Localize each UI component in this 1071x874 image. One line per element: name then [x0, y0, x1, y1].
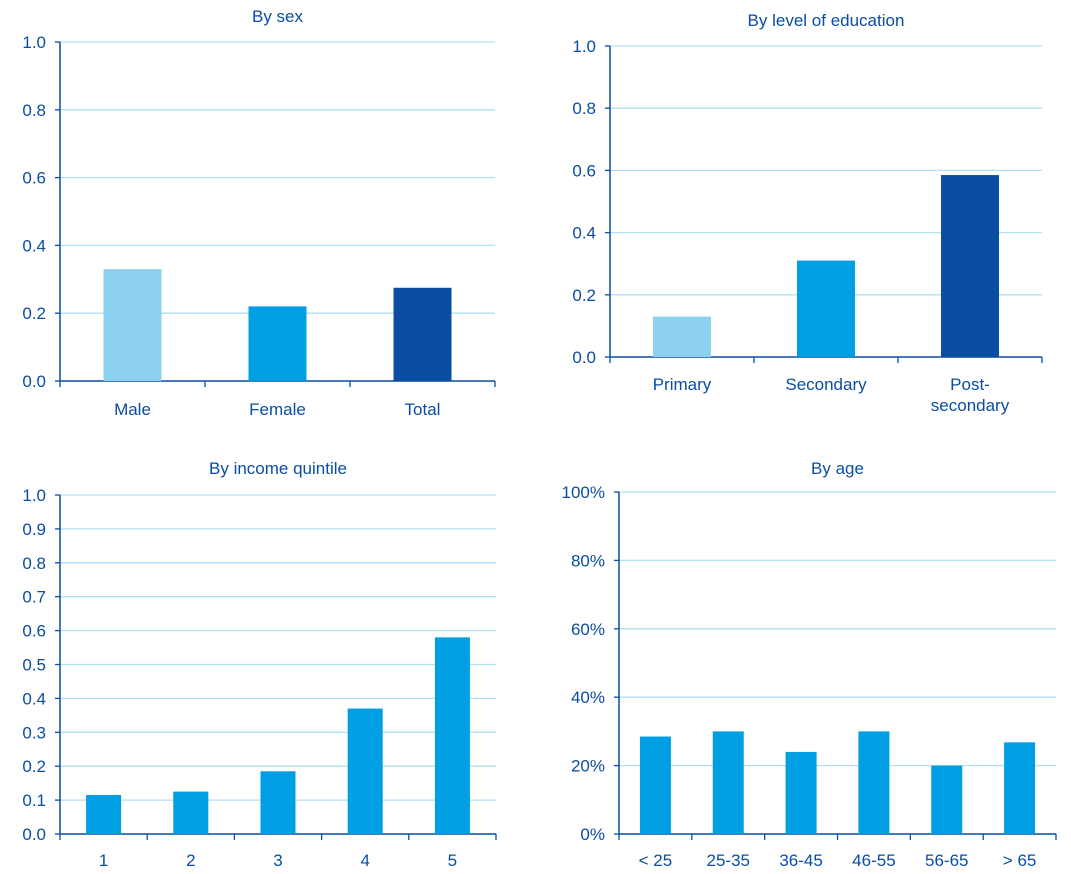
x-tick-label: Male [114, 400, 151, 419]
bar [712, 731, 744, 834]
y-tick-label: 0.2 [22, 304, 46, 323]
y-tick-label: 0.8 [572, 99, 596, 118]
bar [785, 751, 817, 834]
x-tick-label: Female [249, 400, 306, 419]
x-tick-label: 4 [360, 851, 369, 870]
x-tick-label: Primary [653, 375, 712, 394]
x-tick-label: 56-65 [925, 851, 968, 870]
chart-title: By age [811, 459, 864, 478]
x-tick-label: 36-45 [779, 851, 822, 870]
bar [434, 637, 470, 834]
chart-panel-3: By income quintile 0.0 0.1 0.2 0.3 0.4 0.5 0.6 0… [22, 459, 497, 870]
bar [653, 316, 711, 357]
y-tick-label: 0.6 [22, 169, 46, 188]
x-tick-label: Post- [950, 375, 990, 394]
chart-panel-4: By age 0% 20% 40% 60% 80% 100% < 25 25-35 36-45 46… [562, 459, 1057, 870]
y-tick-label: 1.0 [22, 33, 46, 52]
y-tick-label: 0.2 [22, 757, 46, 776]
bar [86, 795, 122, 834]
bar [347, 708, 383, 834]
x-tick-label: < 25 [639, 851, 673, 870]
x-tick-label: 5 [448, 851, 457, 870]
bar [260, 771, 296, 834]
y-tick-label: 0.6 [22, 622, 46, 641]
x-tick-label: Secondary [785, 375, 867, 394]
bar [858, 731, 890, 834]
bar [393, 287, 452, 381]
y-tick-label: 0.2 [572, 286, 596, 305]
x-tick-label: > 65 [1003, 851, 1037, 870]
y-tick-label: 0.1 [22, 791, 46, 810]
y-tick-label: 1.0 [22, 486, 46, 505]
y-tick-label: 80% [571, 551, 605, 570]
y-tick-label: 0.0 [22, 825, 46, 844]
bar [797, 260, 855, 357]
y-tick-label: 0.6 [572, 161, 596, 180]
x-tick-label: 1 [99, 851, 108, 870]
y-tick-label: 0.8 [22, 101, 46, 120]
y-tick-label: 100% [562, 483, 605, 502]
y-tick-label: 0.3 [22, 723, 46, 742]
y-tick-label: 0.4 [22, 689, 46, 708]
chart-title: By income quintile [209, 459, 347, 478]
bar [941, 175, 999, 357]
x-tick-label: 2 [186, 851, 195, 870]
y-tick-label: 60% [571, 620, 605, 639]
chart-panel-1: By sex 0.0 0.2 0.4 0.6 0.8 1.0 Male Female Total [22, 7, 496, 419]
x-tick-label: 3 [273, 851, 282, 870]
y-tick-label: 0.4 [572, 224, 596, 243]
x-tick-label: secondary [931, 396, 1010, 415]
y-tick-label: 0.0 [572, 348, 596, 367]
bar [173, 791, 209, 834]
y-tick-label: 1.0 [572, 37, 596, 56]
bar [248, 306, 307, 381]
bar [931, 765, 963, 834]
bar [639, 736, 671, 834]
y-tick-label: 0.7 [22, 588, 46, 607]
x-tick-label: 46-55 [852, 851, 895, 870]
x-tick-label: 25-35 [707, 851, 750, 870]
y-tick-label: 0.0 [22, 372, 46, 391]
y-tick-label: 40% [571, 688, 605, 707]
chart-title: By level of education [748, 11, 905, 30]
y-tick-label: 0.9 [22, 520, 46, 539]
y-tick-label: 0.4 [22, 236, 46, 255]
bar [103, 269, 162, 381]
x-tick-label: Total [405, 400, 441, 419]
y-tick-label: 20% [571, 757, 605, 776]
y-tick-label: 0.5 [22, 656, 46, 675]
y-tick-label: 0% [580, 825, 605, 844]
y-tick-label: 0.8 [22, 554, 46, 573]
chart-panel-2: By level of education 0.0 0.2 0.4 0.6 0.8 1.0 P… [572, 11, 1043, 415]
bar [1004, 742, 1036, 834]
chart-title: By sex [252, 7, 304, 26]
